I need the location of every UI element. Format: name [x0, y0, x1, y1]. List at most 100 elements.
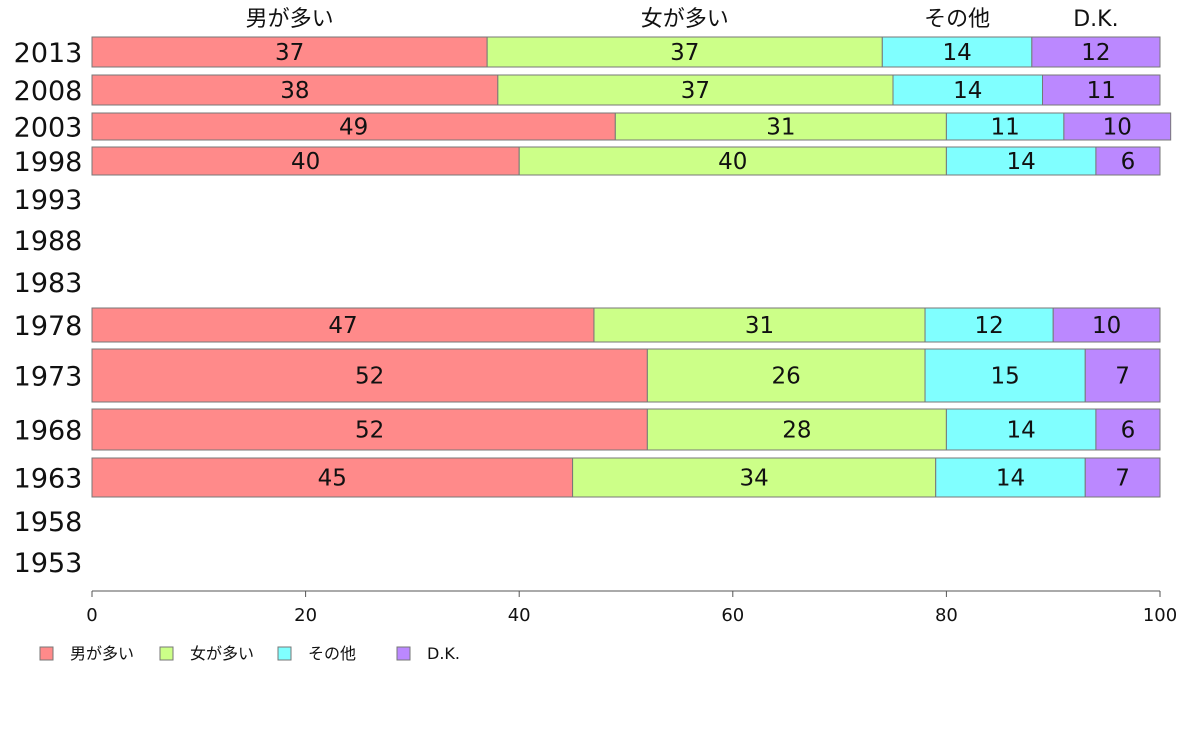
year-label: 2003 — [14, 113, 83, 144]
bar-value-label: 15 — [990, 364, 1019, 390]
x-tick-label: 40 — [508, 605, 531, 626]
bar-segment — [91, 74, 499, 106]
bar-row-1973: 52 26 15 7 — [91, 348, 1161, 403]
legend-swatch — [277, 646, 292, 661]
legend-label: 女が多い — [190, 644, 254, 663]
bar-row-1968: 52 28 14 6 — [91, 408, 1161, 451]
bar-value-label: 40 — [291, 149, 320, 175]
year-label: 2008 — [14, 76, 83, 107]
x-tick-label: 20 — [294, 605, 317, 626]
year-label: 1993 — [14, 185, 83, 216]
bar-segment — [924, 307, 1054, 343]
bar-value-label: 14 — [1007, 418, 1036, 444]
legend-label: その他 — [308, 644, 356, 663]
bar-segment — [1095, 408, 1161, 451]
bar-value-label: 49 — [339, 115, 368, 141]
bar-row-1978: 47 31 12 10 — [91, 307, 1161, 343]
bar-segment — [1095, 146, 1161, 176]
bar-value-label: 38 — [280, 78, 309, 104]
bar-segment — [646, 348, 926, 403]
bar-segment — [614, 112, 947, 141]
bar-value-label: 10 — [1092, 313, 1121, 339]
year-label: 1978 — [14, 311, 83, 342]
bar-segment — [1084, 348, 1161, 403]
bar-value-label: 14 — [942, 40, 971, 66]
year-label: 1988 — [14, 226, 83, 257]
bar-value-label: 37 — [670, 40, 699, 66]
bar-rows: 37 37 14 12 38 37 14 11 49 31 11 10 40 40 14 6 47 31 12 10 5… — [91, 36, 1172, 498]
bar-value-label: 7 — [1115, 466, 1130, 492]
bar-value-label: 34 — [740, 466, 769, 492]
bar-row-2003: 49 31 11 10 — [91, 112, 1172, 141]
bar-segment — [935, 457, 1086, 498]
bar-segment — [91, 36, 488, 68]
bar-segment — [486, 36, 883, 68]
bar-value-label: 37 — [681, 78, 710, 104]
bar-row-2008: 38 37 14 11 — [91, 74, 1161, 106]
bar-value-label: 14 — [1007, 149, 1036, 175]
bar-row-1998: 40 40 14 6 — [91, 146, 1161, 176]
year-label: 1973 — [14, 362, 83, 393]
column-header-4: D.K. — [1073, 7, 1118, 32]
year-label: 1968 — [14, 416, 83, 447]
legend-swatch — [396, 646, 411, 661]
bar-value-label: 47 — [328, 313, 357, 339]
column-header-3: その他 — [924, 7, 990, 32]
bar-segment — [881, 36, 1033, 68]
legend: 男が多い 女が多い その他 D.K. — [39, 644, 460, 663]
legend-swatch — [159, 646, 174, 661]
bar-segment — [91, 348, 648, 403]
bar-segment — [91, 457, 574, 498]
bar-segment — [1031, 36, 1161, 68]
bar-value-label: 31 — [766, 115, 795, 141]
year-label: 1958 — [14, 507, 83, 538]
bar-value-label: 45 — [318, 466, 347, 492]
year-label: 1963 — [14, 464, 83, 495]
bar-value-label: 31 — [745, 313, 774, 339]
bar-value-label: 52 — [355, 418, 384, 444]
year-label: 1953 — [14, 548, 83, 579]
bar-value-label: 6 — [1121, 418, 1136, 444]
bar-value-label: 52 — [355, 364, 384, 390]
bar-value-label: 26 — [772, 364, 801, 390]
bar-segment — [1052, 307, 1161, 343]
year-label: 1983 — [14, 268, 83, 299]
bar-value-label: 14 — [996, 466, 1025, 492]
x-tick-label: 80 — [935, 605, 958, 626]
x-tick-label: 60 — [721, 605, 744, 626]
year-label: 1998 — [14, 147, 83, 178]
bar-segment — [593, 307, 926, 343]
legend-label: D.K. — [427, 644, 460, 663]
bar-value-label: 40 — [718, 149, 747, 175]
bar-row-1963: 45 34 14 7 — [91, 457, 1161, 498]
bar-row-2013: 37 37 14 12 — [91, 36, 1161, 68]
legend-label: 男が多い — [70, 644, 134, 663]
bar-segment — [497, 74, 894, 106]
x-tick-label: 100 — [1143, 605, 1177, 626]
year-label: 2013 — [14, 38, 83, 69]
bar-value-label: 11 — [1087, 78, 1116, 104]
bar-value-label: 11 — [990, 115, 1019, 141]
bar-segment — [91, 307, 595, 343]
column-header-1: 男が多い — [246, 7, 334, 32]
legend-swatch — [39, 646, 54, 661]
bar-value-label: 14 — [953, 78, 982, 104]
bar-value-label: 28 — [782, 418, 811, 444]
bar-segment — [518, 146, 947, 176]
bar-segment — [1063, 112, 1172, 141]
bar-value-label: 37 — [275, 40, 304, 66]
bar-segment — [1084, 457, 1161, 498]
bar-value-label: 6 — [1121, 149, 1136, 175]
bar-value-label: 12 — [974, 313, 1003, 339]
bar-segment — [945, 408, 1097, 451]
bar-segment — [91, 112, 616, 141]
bar-value-label: 12 — [1081, 40, 1110, 66]
bar-segment — [91, 408, 648, 451]
x-axis: 0 20 40 60 80 100 — [86, 590, 1177, 626]
bar-segment — [1042, 74, 1161, 106]
bar-segment — [892, 74, 1044, 106]
column-headers: 男が多い 女が多い その他 D.K. — [246, 7, 1119, 32]
bar-segment — [91, 146, 520, 176]
